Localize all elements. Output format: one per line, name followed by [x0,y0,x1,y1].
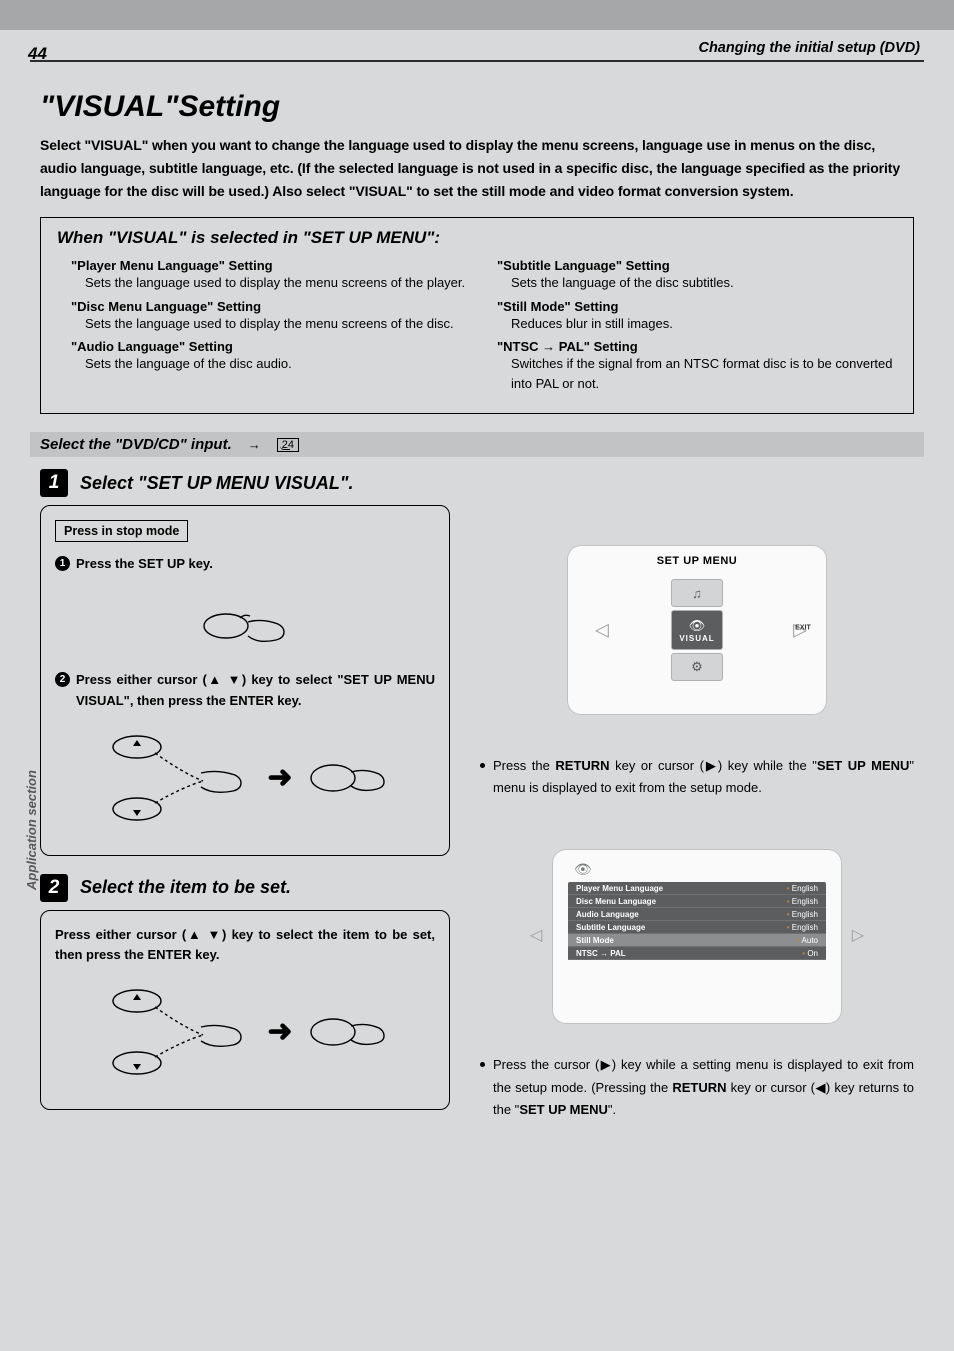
bullet-icon [480,1062,485,1067]
step-1-panel: Press in stop mode 1 Press the SET UP ke… [40,505,450,855]
hand-press-icon [200,602,290,650]
cursor-enter-illustration-2: ➜ [55,977,435,1087]
setting-title: "Player Menu Language" Setting [57,258,471,273]
settings-left-column: "Player Menu Language" SettingSets the l… [57,258,471,399]
settings-key: Still Mode [576,936,797,945]
settings-right-column: "Subtitle Language" SettingSets the lang… [483,258,897,399]
return-note-2-text: Press the cursor (▶) key while a setting… [493,1054,914,1120]
settings-row: NTSC → PALOn [568,947,826,960]
setting-description: Sets the language used to display the me… [57,314,471,334]
page-reference: 24 [277,438,299,452]
step-2-panel: Press either cursor (▲ ▼) key to select … [40,910,450,1110]
setup-key-illustration [55,586,435,666]
return-note-1: Press the RETURN key or cursor (▶) key w… [480,755,914,799]
settings-row: Player Menu LanguageEnglish [568,882,826,895]
setup-menu-screen: SET UP MENU ◁ ▷ ♫ 👁 VISUAL ⚙ [567,545,827,715]
settings-row: Subtitle LanguageEnglish [568,921,826,934]
page-body: 44 Changing the initial setup (DVD) "VIS… [0,30,954,1351]
menu-left-arrow-icon: ◁ [595,620,609,641]
menu-visual-label: VISUAL [679,634,714,643]
press-stop-mode-box: Press in stop mode [55,520,188,542]
setting-title: "Still Mode" Setting [483,299,897,314]
box-title: When "VISUAL" is selected in "SET UP MEN… [57,228,897,248]
arrow-right-icon: ➜ [267,1014,292,1049]
eye-icon: 👁 [568,861,826,878]
return-note-1-text: Press the RETURN key or cursor (▶) key w… [493,755,914,799]
substep-1-text: Press the SET UP key. [76,554,435,574]
setting-item: "Player Menu Language" SettingSets the l… [57,258,471,293]
settings-key: NTSC → PAL [576,949,802,958]
step-2-instruction: Press either cursor (▲ ▼) key to select … [55,925,435,965]
setting-description: Sets the language used to display the me… [57,273,471,293]
menu-right-arrow-exit-icon: ▷ [793,620,807,641]
select-input-text: Select the "DVD/CD" input. [40,436,232,453]
settings-row: Still ModeAuto [568,934,826,947]
setting-description: Sets the language of the disc subtitles. [483,273,897,293]
page-title: "VISUAL"Setting [40,90,914,124]
setting-item: "Audio Language" SettingSets the languag… [57,339,471,374]
setting-item: "Still Mode" SettingReduces blur in stil… [483,299,897,334]
substep-number-1: 1 [55,556,70,571]
top-bar [0,0,954,30]
cursor-keys-icon [103,723,253,833]
visual-settings-screen: 👁 Player Menu LanguageEnglishDisc Menu L… [552,849,842,1024]
menu-audio-icon: ♫ [671,579,723,607]
arrow-icon: → [248,437,261,452]
setup-menu-title: SET UP MENU [567,545,827,567]
setting-description: Sets the language of the disc audio. [57,354,471,374]
step-1-header: 1 Select "SET UP MENU VISUAL". [40,469,914,497]
setting-item: "NTSC → PAL" SettingSwitches if the sign… [483,339,897,393]
setting-title: "Audio Language" Setting [57,339,471,354]
enter-key-icon [307,750,387,806]
settings-right-arrow-icon: ▷ [852,925,864,945]
bullet-icon [480,763,485,768]
select-input-strip: Select the "DVD/CD" input. → 24 [30,432,924,457]
settings-value: English [787,897,818,906]
settings-value: English [787,884,818,893]
substep-2-text: Press either cursor (▲ ▼) key to select … [76,670,435,710]
settings-key: Disc Menu Language [576,897,787,906]
setting-description: Switches if the signal from an NTSC form… [483,354,897,393]
menu-visual-selected: 👁 VISUAL [671,610,723,650]
settings-key: Subtitle Language [576,923,787,932]
enter-key-icon [307,1004,387,1060]
setting-item: "Disc Menu Language" SettingSets the lan… [57,299,471,334]
step-2-header: 2 Select the item to be set. [40,874,450,902]
settings-row: Audio LanguageEnglish [568,908,826,921]
settings-key: Audio Language [576,910,787,919]
eye-icon: 👁 [689,618,706,634]
substep-2: 2 Press either cursor (▲ ▼) key to selec… [55,670,435,710]
step-number-1: 1 [40,469,68,497]
step-2-text: Press either cursor (▲ ▼) key to select … [55,925,435,965]
return-note-2: Press the cursor (▶) key while a setting… [480,1054,914,1120]
step-1-title: Select "SET UP MENU VISUAL". [80,473,353,494]
setting-title: "Subtitle Language" Setting [483,258,897,273]
settings-value: English [787,923,818,932]
menu-parental-icon: ⚙ [671,653,723,681]
setting-description: Reduces blur in still images. [483,314,897,334]
cursor-enter-illustration: ➜ [55,723,435,833]
settings-value: Auto [797,936,818,945]
substep-1: 1 Press the SET UP key. [55,554,435,574]
side-section-label: Application section [24,770,39,890]
settings-value: English [787,910,818,919]
intro-paragraph: Select "VISUAL" when you want to change … [40,134,914,203]
settings-row: Disc Menu LanguageEnglish [568,895,826,908]
step-number-2: 2 [40,874,68,902]
setting-item: "Subtitle Language" SettingSets the lang… [483,258,897,293]
substep-number-2: 2 [55,672,70,687]
setting-title: "NTSC → PAL" Setting [483,339,897,354]
settings-overview-box: When "VISUAL" is selected in "SET UP MEN… [40,217,914,414]
settings-list: Player Menu LanguageEnglishDisc Menu Lan… [568,882,826,960]
arrow-right-icon: ➜ [267,760,292,795]
setting-title: "Disc Menu Language" Setting [57,299,471,314]
settings-value: On [802,949,818,958]
settings-left-arrow-icon: ◁ [530,925,542,945]
step-2-title: Select the item to be set. [80,877,291,898]
menu-center-stack: ♫ 👁 VISUAL ⚙ [671,576,723,684]
settings-key: Player Menu Language [576,884,787,893]
page-number: 44 [28,44,47,64]
section-header: Changing the initial setup (DVD) [30,40,924,62]
cursor-keys-icon [103,977,253,1087]
